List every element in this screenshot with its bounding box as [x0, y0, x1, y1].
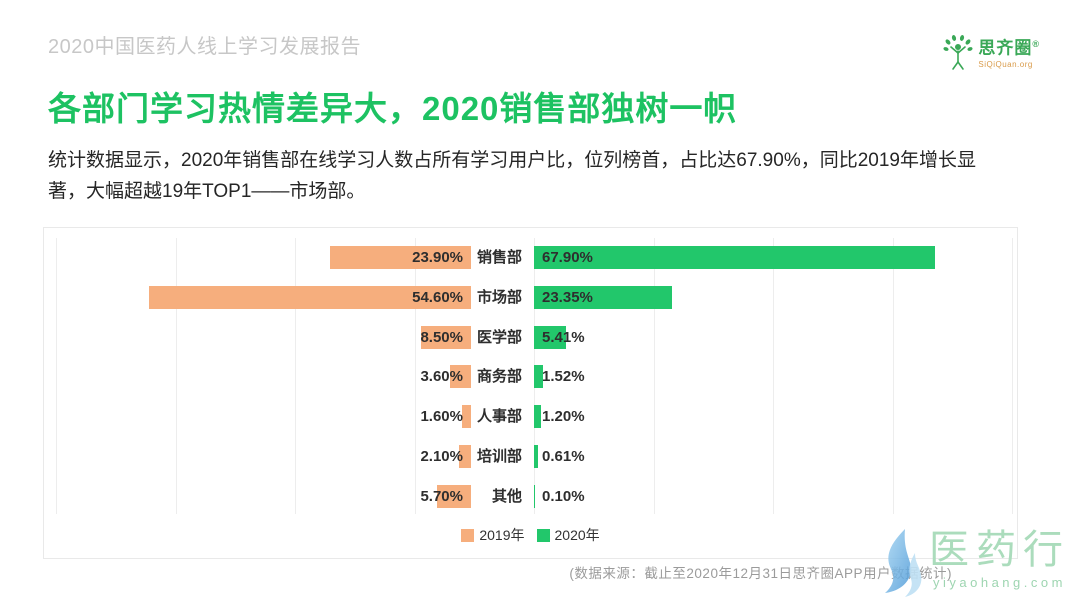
chart-row: 5.70% 其他 0.10%	[44, 484, 1017, 508]
bar-2019	[437, 484, 471, 508]
gridline	[175, 238, 177, 514]
page-description: 统计数据显示，2020年销售部在线学习人数占所有学习用户比，位列榜首，占比达67…	[48, 150, 976, 202]
bar-value-2019: 23.90%	[412, 249, 463, 266]
bar-2020	[534, 484, 535, 508]
bar-value-2020: 0.10%	[542, 487, 585, 505]
legend-swatch	[536, 528, 550, 542]
bar-value-2020: 67.90%	[542, 249, 593, 266]
bar-value-2019: 54.60%	[412, 288, 463, 306]
gridline	[1012, 238, 1013, 514]
category-label: 医学部	[476, 328, 522, 346]
bar-value-2020: 0.61%	[542, 448, 585, 465]
gridline	[56, 238, 57, 514]
legend-item: 2020年	[536, 525, 600, 545]
bar-2019	[461, 405, 471, 429]
bar-value-2019: 2.10%	[420, 448, 463, 465]
siqiquan-logo: 思齐圈® SiQiQuan.org	[943, 34, 1040, 77]
data-source-note: (数据来源：截止至2020年12月31日思齐圈APP用户数据统计)	[569, 566, 952, 581]
bar-value-2019: 3.60%	[420, 368, 463, 386]
bar-2020	[534, 365, 543, 389]
gridline	[773, 238, 774, 514]
category-label: 其他	[491, 487, 522, 505]
gridline	[653, 238, 655, 514]
category-label: 销售部	[476, 249, 522, 266]
bar-value-2019: 1.60%	[420, 408, 463, 426]
chart-row: 54.60% 市场部 23.35%	[44, 285, 1017, 309]
watermark-url: yiyaohang.com	[933, 575, 1066, 590]
gridline	[295, 238, 296, 514]
chart-row: 2.10% 培训部 0.61%	[44, 445, 1017, 468]
bar-2020	[534, 405, 542, 429]
chart-row: 3.60% 商务部 1.52%	[44, 365, 1017, 389]
category-label: 市场部	[476, 288, 522, 306]
logo-subtext: SiQiQuan.org	[978, 59, 1033, 69]
gridline	[892, 238, 894, 514]
bar-2019	[420, 325, 471, 349]
bar-value-2020: 1.52%	[542, 368, 585, 386]
bar-2020	[534, 445, 538, 468]
legend-swatch	[461, 528, 475, 542]
legend-item: 2019年	[461, 525, 525, 545]
bar-value-2019: 8.50%	[420, 328, 463, 346]
bar-value-2019: 5.70%	[420, 487, 463, 505]
bar-value-2020: 5.41%	[542, 328, 585, 346]
butterfly-bar-chart: 23.90% 销售部 67.90% 54.60% 市场部 23.35% 8.50% 医学部 5.…	[43, 227, 1018, 559]
bar-2019	[458, 445, 471, 468]
bar-2019	[148, 285, 471, 309]
report-header-title: 2020中国医药人线上学习发展报告	[48, 36, 361, 58]
category-label: 人事部	[476, 408, 522, 426]
bar-2020	[534, 325, 566, 349]
siqiquan-tree-icon	[943, 34, 973, 77]
bar-value-2020: 1.20%	[542, 408, 585, 426]
chart-row: 23.90% 销售部 67.90%	[44, 246, 1017, 269]
chart-row: 1.60% 人事部 1.20%	[44, 405, 1017, 429]
page-title: 各部门学习热情差异大，2020销售部独树一帜	[48, 90, 738, 127]
bar-2020	[534, 285, 672, 309]
chart-row: 8.50% 医学部 5.41%	[44, 325, 1017, 349]
gridline	[414, 238, 416, 514]
bar-2020	[534, 246, 935, 269]
bar-value-2020: 23.35%	[542, 288, 593, 306]
bar-2019	[449, 365, 471, 389]
logo-name: 思齐圈®	[978, 38, 1040, 58]
legend-label: 2020年	[554, 527, 600, 543]
legend-label: 2019年	[479, 527, 525, 543]
chart-legend: 2019年 2020年	[44, 525, 1017, 545]
category-label: 培训部	[476, 448, 522, 465]
category-label: 商务部	[476, 368, 522, 386]
bar-2019	[330, 246, 471, 269]
registered-mark: ®	[1032, 39, 1040, 49]
